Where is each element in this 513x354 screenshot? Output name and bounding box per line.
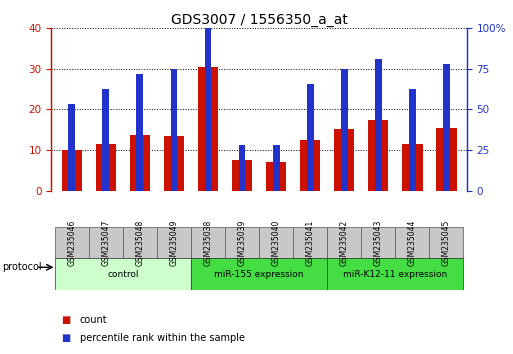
Text: GSM235048: GSM235048	[135, 219, 144, 266]
Bar	[273, 145, 280, 190]
Bar	[62, 150, 82, 190]
Bar	[232, 160, 252, 190]
Bar	[123, 227, 157, 258]
Bar	[239, 145, 245, 190]
Bar	[170, 69, 177, 190]
Text: ■: ■	[62, 315, 71, 325]
Bar	[402, 144, 423, 190]
Bar	[334, 129, 354, 190]
Bar	[341, 69, 348, 190]
Bar	[300, 140, 321, 190]
Text: GSM235049: GSM235049	[169, 219, 179, 266]
Text: count: count	[80, 315, 107, 325]
Text: GSM235047: GSM235047	[101, 219, 110, 266]
Text: GSM235043: GSM235043	[374, 219, 383, 266]
Bar	[396, 227, 429, 258]
Text: percentile rank within the sample: percentile rank within the sample	[80, 333, 245, 343]
Text: GSM235042: GSM235042	[340, 219, 349, 266]
Text: ■: ■	[62, 333, 71, 343]
Bar	[191, 258, 327, 290]
Bar	[205, 3, 211, 190]
Bar	[443, 64, 450, 190]
Bar	[130, 135, 150, 190]
Bar	[103, 89, 109, 190]
Text: GSM235044: GSM235044	[408, 219, 417, 266]
Text: GSM235039: GSM235039	[238, 219, 247, 266]
Bar	[198, 67, 218, 190]
Bar	[307, 84, 313, 190]
Text: miR-155 expression: miR-155 expression	[214, 270, 304, 279]
Bar	[266, 162, 286, 190]
Bar	[191, 227, 225, 258]
Text: GSM235045: GSM235045	[442, 219, 451, 266]
Bar	[89, 227, 123, 258]
Text: miR-K12-11 expression: miR-K12-11 expression	[343, 270, 447, 279]
Bar	[368, 120, 388, 190]
Title: GDS3007 / 1556350_a_at: GDS3007 / 1556350_a_at	[171, 13, 347, 27]
Bar	[225, 227, 259, 258]
Text: GSM235041: GSM235041	[306, 219, 314, 266]
Bar	[409, 89, 416, 190]
Text: GSM235046: GSM235046	[67, 219, 76, 266]
Bar	[55, 227, 89, 258]
Bar	[436, 128, 457, 190]
Bar	[293, 227, 327, 258]
Bar	[68, 104, 75, 190]
Text: control: control	[107, 270, 139, 279]
Text: GSM235040: GSM235040	[271, 219, 281, 266]
Bar	[429, 227, 463, 258]
Bar	[55, 258, 191, 290]
Bar	[164, 136, 184, 190]
Text: protocol: protocol	[3, 262, 42, 272]
Bar	[95, 144, 116, 190]
Bar	[375, 59, 382, 190]
Text: GSM235038: GSM235038	[204, 219, 212, 266]
Bar	[136, 74, 143, 190]
Bar	[157, 227, 191, 258]
Bar	[327, 258, 463, 290]
Bar	[361, 227, 396, 258]
Bar	[259, 227, 293, 258]
Bar	[327, 227, 361, 258]
